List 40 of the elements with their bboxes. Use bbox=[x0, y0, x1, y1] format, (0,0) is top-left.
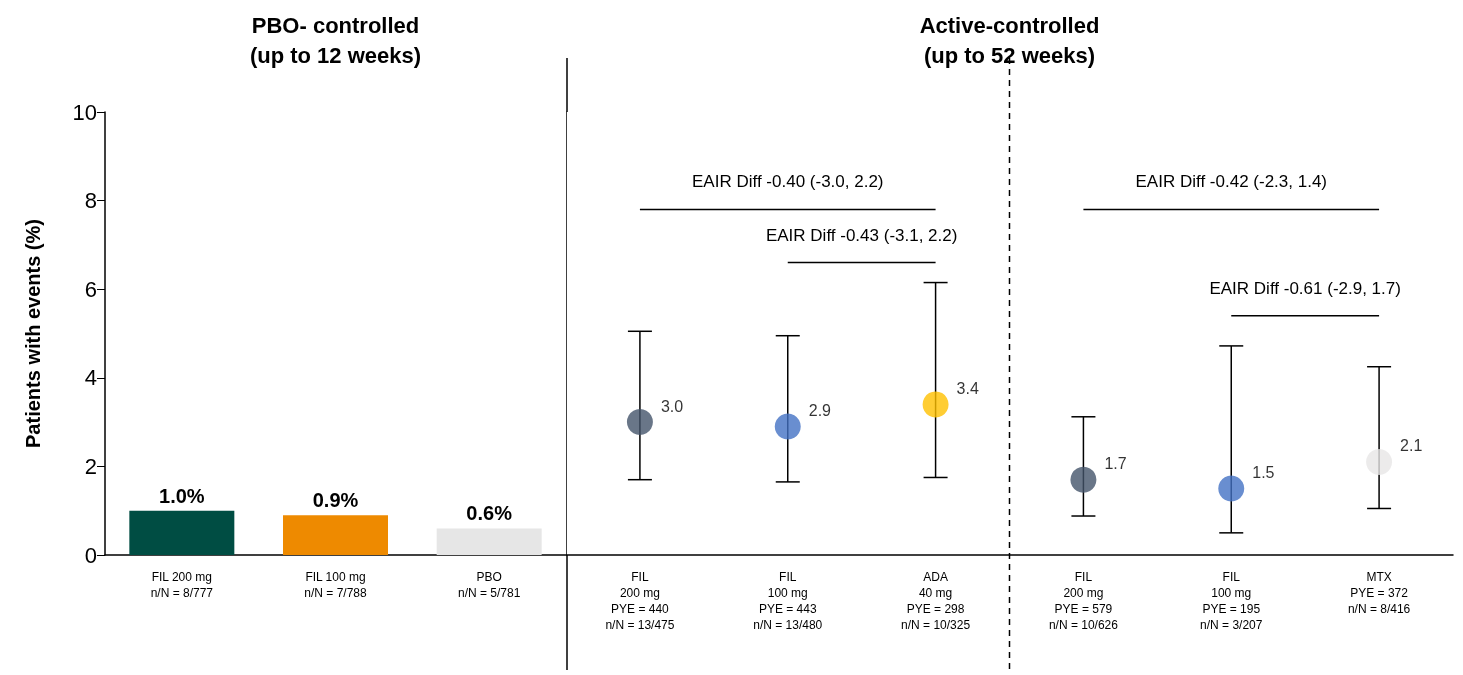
y-tick-label: 10 bbox=[72, 99, 97, 125]
x-tick-label: FIL 200 mg n/N = 8/777 bbox=[150, 570, 214, 600]
x-tick-label: FIL 200 mg PYE = 579 n/N = 10/626 bbox=[1048, 570, 1119, 632]
y-tick-label: 6 bbox=[84, 276, 97, 302]
y-axis-title: Patients with events (%) bbox=[22, 219, 44, 448]
data-label: 0.6% bbox=[466, 502, 513, 525]
x-tick-label: FIL 200 mg PYE = 440 n/N = 13/475 bbox=[605, 570, 675, 632]
bar bbox=[129, 510, 235, 555]
annotation: EAIR Diff -0.42 (-2.3, 1.4) bbox=[1135, 172, 1327, 192]
text: Active-controlled (up to 52 weeks) bbox=[919, 12, 1100, 68]
data-label: 1.7 bbox=[1104, 455, 1127, 473]
bar bbox=[283, 515, 388, 555]
data-label: 1.5 bbox=[1252, 464, 1275, 482]
data-label: 3.4 bbox=[956, 379, 979, 397]
annotation: EAIR Diff -0.61 (-2.9, 1.7) bbox=[1209, 278, 1401, 298]
x-tick-label: FIL 100 mg n/N = 7/788 bbox=[304, 570, 368, 600]
x-tick-label: FIL 100 mg PYE = 443 n/N = 13/480 bbox=[753, 570, 823, 632]
y-tick-label: 8 bbox=[84, 188, 97, 214]
point bbox=[922, 391, 949, 418]
data-label: 1.0% bbox=[159, 484, 205, 507]
x-tick-label: FIL 100 mg PYE = 195 n/N = 3/207 bbox=[1200, 570, 1263, 632]
bar bbox=[436, 528, 542, 555]
y-tick-label: 2 bbox=[84, 453, 97, 479]
point bbox=[626, 409, 653, 436]
x-tick-label: MTX PYE = 372 n/N = 8/416 bbox=[1347, 570, 1411, 616]
data-label: 0.9% bbox=[312, 489, 359, 512]
x-tick-label: ADA 40 mg PYE = 298 n/N = 10/325 bbox=[901, 570, 971, 632]
y-tick-label: 4 bbox=[84, 365, 97, 391]
point bbox=[774, 413, 801, 440]
point bbox=[1218, 475, 1245, 502]
y-tick-label: 0 bbox=[84, 542, 97, 568]
annotation: EAIR Diff -0.43 (-3.1, 2.2) bbox=[765, 225, 958, 245]
x-tick-label: PBO n/N = 5/781 bbox=[457, 570, 521, 600]
data-label: 2.1 bbox=[1400, 437, 1423, 455]
text: PBO- controlled (up to 12 weeks) bbox=[249, 12, 422, 68]
point bbox=[1366, 448, 1393, 475]
data-label: 2.9 bbox=[808, 402, 832, 420]
data-label: 3.0 bbox=[660, 397, 684, 415]
annotation: EAIR Diff -0.40 (-3.0, 2.2) bbox=[692, 172, 884, 192]
point bbox=[1070, 466, 1097, 493]
